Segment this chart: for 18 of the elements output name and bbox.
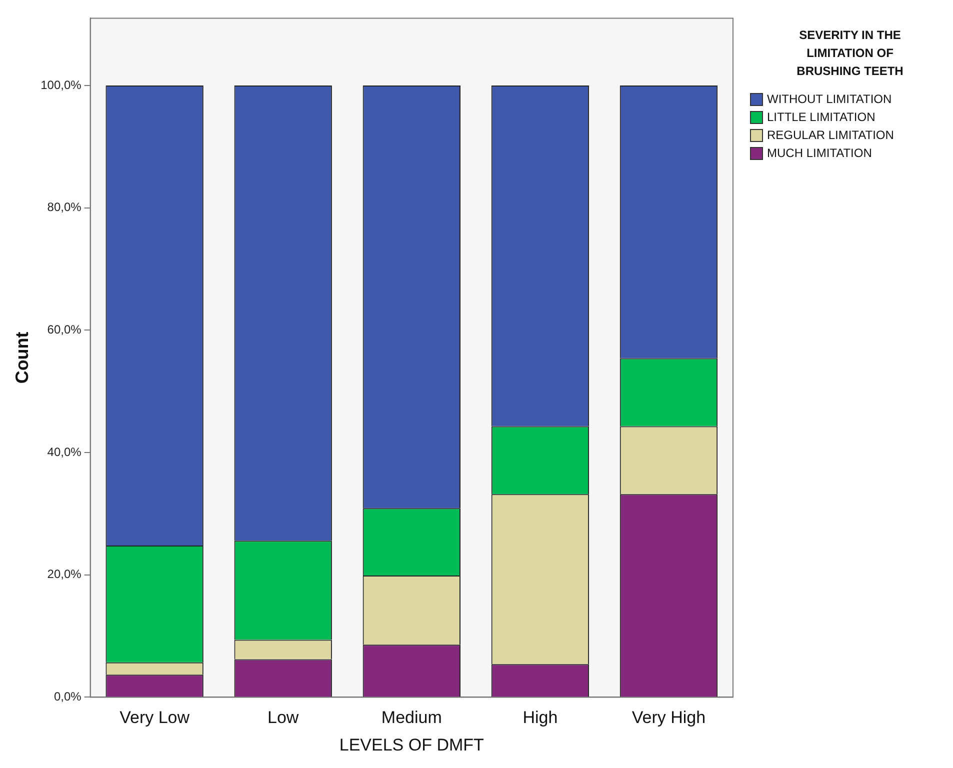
- y-tick-label: 0,0%: [54, 690, 82, 704]
- x-tick-label: Very High: [632, 708, 706, 728]
- y-tick-label: 60,0%: [47, 322, 82, 336]
- y-tick-label: 100,0%: [40, 78, 82, 92]
- y-axis-title: Count: [12, 332, 32, 384]
- x-tick-label: Low: [268, 708, 300, 728]
- x-axis-title: LEVELS OF DMFT: [339, 735, 484, 754]
- legend-title: SEVERITY IN THE LIMITATION OF BRUSHING TEETH: [796, 27, 904, 80]
- x-tick-label: Medium: [381, 708, 442, 728]
- x-tick-label: Very Low: [120, 708, 190, 728]
- y-tick-label: 80,0%: [47, 200, 82, 214]
- y-tick-label: 40,0%: [47, 444, 82, 459]
- text: WITHOUT LIMITATION: [767, 92, 892, 106]
- y-tick-label: 20,0%: [47, 567, 82, 582]
- x-tick-label: High: [522, 708, 558, 728]
- legend-label: MUCH LIMITATION: [767, 146, 872, 160]
- legend-label: LITTLE LIMITATION: [767, 110, 876, 124]
- legend-label: REGULAR LIMITATION: [767, 128, 894, 142]
